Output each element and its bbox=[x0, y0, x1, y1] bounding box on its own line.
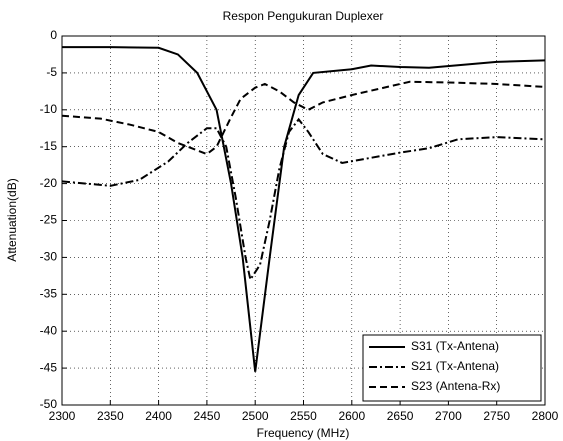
y-tick-label: -30 bbox=[40, 250, 58, 264]
plot-frame bbox=[61, 35, 546, 406]
y-tick-label: -25 bbox=[40, 213, 58, 227]
x-tick-label: 2800 bbox=[532, 409, 559, 423]
y-tick-label: -20 bbox=[40, 176, 58, 190]
y-tick-label: -10 bbox=[40, 102, 58, 116]
series-line bbox=[61, 80, 546, 156]
legend-label: S31 (Tx-Antena) bbox=[411, 339, 499, 353]
x-tick-label: 2300 bbox=[49, 409, 76, 423]
y-axis-label: Attenuation(dB) bbox=[5, 178, 19, 261]
chart-title: Respon Pengukuran Duplexer bbox=[223, 9, 384, 23]
x-tick-label: 2650 bbox=[387, 409, 414, 423]
x-tick-label: 2700 bbox=[435, 409, 462, 423]
y-tick-label: -35 bbox=[40, 286, 58, 300]
legend-label: S23 (Antena-Rx) bbox=[411, 379, 500, 393]
series-line bbox=[62, 46, 546, 372]
x-tick-label: 2550 bbox=[290, 409, 317, 423]
y-tick-label: -40 bbox=[40, 323, 58, 337]
x-tick-label: 2400 bbox=[145, 409, 172, 423]
x-axis-label: Frequency (MHz) bbox=[257, 426, 350, 440]
y-tick-label: -15 bbox=[40, 139, 58, 153]
y-tick-label: -50 bbox=[40, 397, 58, 411]
y-tick-label: 0 bbox=[50, 28, 57, 42]
legend-label: S21 (Tx-Antena) bbox=[411, 359, 499, 373]
x-tick-label: 2600 bbox=[338, 409, 365, 423]
x-tick-label: 2750 bbox=[483, 409, 510, 423]
x-tick-label: 2350 bbox=[97, 409, 124, 423]
x-tick-label: 2500 bbox=[242, 409, 269, 423]
y-tick-label: -5 bbox=[46, 65, 57, 79]
y-tick-label: -45 bbox=[40, 360, 58, 374]
x-tick-label: 2450 bbox=[194, 409, 221, 423]
series-line bbox=[61, 117, 546, 283]
